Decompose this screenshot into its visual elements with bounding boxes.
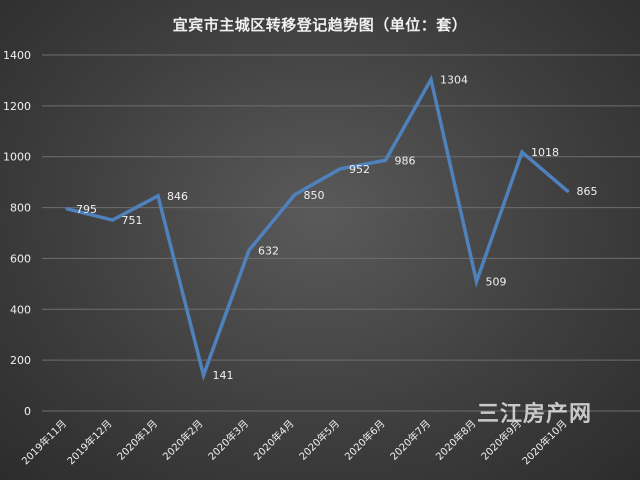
watermark-logo: 三江房产网: [477, 402, 593, 427]
x-tick-label: 2020年8月: [433, 417, 479, 463]
x-tick-label: 2019年12月: [64, 417, 114, 467]
y-tick-label: 1200: [3, 100, 31, 113]
x-tick-label: 2020年2月: [160, 417, 206, 463]
data-label: 850: [304, 189, 325, 202]
series-line: [65, 74, 570, 382]
x-tick-label: 2020年7月: [387, 417, 433, 463]
data-label: 846: [167, 190, 188, 203]
y-tick-label: 200: [10, 354, 31, 367]
data-label: 952: [349, 163, 370, 176]
data-label: 795: [76, 203, 97, 216]
data-label: 986: [395, 154, 416, 167]
x-tick-label: 2020年4月: [251, 417, 297, 463]
x-tick-label: 2019年11月: [19, 417, 69, 467]
x-tick-label: 2020年5月: [296, 417, 342, 463]
y-tick-label: 1000: [3, 151, 31, 164]
x-tick-label: 2020年6月: [342, 417, 388, 463]
y-tick-label: 1400: [3, 49, 31, 62]
x-tick-label: 2020年3月: [205, 417, 251, 463]
data-label: 632: [258, 244, 279, 257]
y-tick-label: 600: [10, 252, 31, 265]
y-tick-label: 0: [24, 405, 31, 418]
chart-title: 宜宾市主城区转移登记趋势图（单位：套）: [172, 16, 468, 34]
data-label: 1304: [440, 73, 468, 86]
data-label: 509: [486, 276, 507, 289]
y-tick-label: 800: [10, 202, 31, 215]
data-label: 865: [577, 185, 598, 198]
y-tick-label: 400: [10, 303, 31, 316]
data-label: 751: [122, 214, 143, 227]
x-tick-label: 2020年1月: [114, 417, 160, 463]
data-label: 141: [213, 369, 234, 382]
data-label: 1018: [531, 146, 559, 159]
